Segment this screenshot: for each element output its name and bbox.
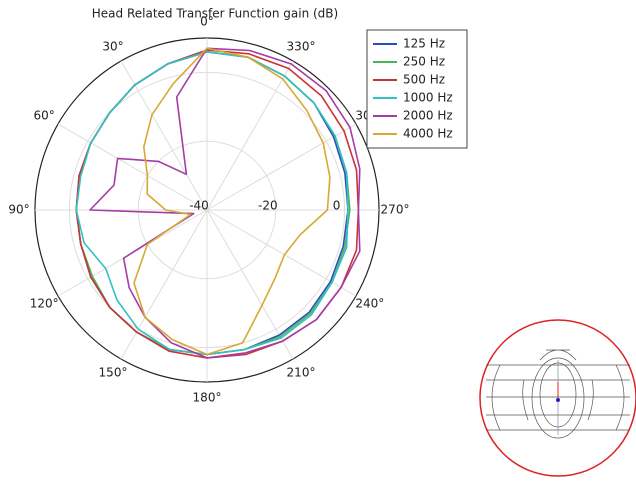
grid-spoke: [121, 61, 207, 210]
grid-spoke: [58, 124, 207, 210]
theta-tick-label: 330°: [287, 40, 316, 54]
legend: 125 Hz 250 Hz 500 Hz 1000 Hz 2000 Hz 4000 Hz: [367, 30, 467, 148]
legend-label: 4000 Hz: [403, 127, 453, 141]
grid-spoke: [207, 210, 356, 296]
r-tick-label: 0: [333, 199, 341, 213]
chart: Head Related Transfer Function gain (dB)…: [0, 0, 636, 488]
theta-tick-label: 30°: [102, 40, 123, 54]
legend-label: 1000 Hz: [403, 91, 453, 105]
theta-tick-label: 270°: [381, 203, 410, 217]
legend-label: 250 Hz: [403, 55, 445, 69]
theta-tick-label: 90°: [8, 203, 29, 217]
theta-tick-label: 60°: [34, 109, 55, 123]
r-tick-label: -40: [189, 199, 209, 213]
theta-tick-label: 150°: [99, 365, 128, 379]
theta-tick-label: 240°: [355, 297, 384, 311]
series-line: [76, 52, 348, 355]
theta-tick-label: 210°: [287, 365, 316, 379]
theta-tick-label: 180°: [193, 391, 222, 405]
inset-point: [556, 398, 560, 402]
theta-tick-label: 120°: [30, 297, 59, 311]
chart-title: Head Related Transfer Function gain (dB): [92, 7, 338, 21]
r-tick-label: -20: [258, 199, 278, 213]
head-model-inset: [480, 320, 636, 476]
theta-tick-label: 0°: [200, 15, 214, 29]
legend-label: 125 Hz: [403, 37, 445, 51]
grid-spoke: [207, 61, 293, 210]
series-line: [134, 48, 330, 354]
legend-label: 2000 Hz: [403, 109, 453, 123]
legend-label: 500 Hz: [403, 73, 445, 87]
